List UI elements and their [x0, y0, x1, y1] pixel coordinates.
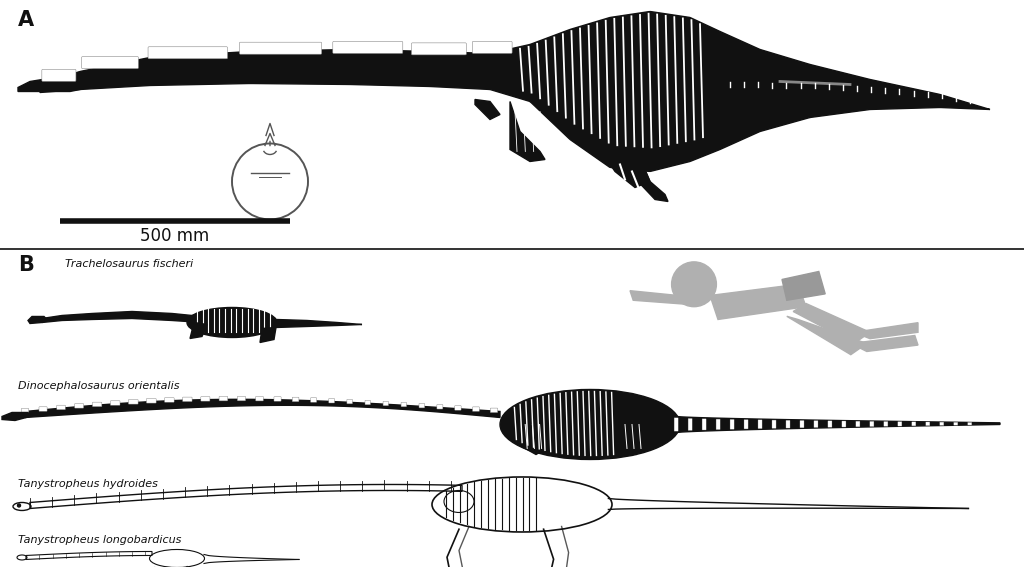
Text: Tanystropheus longobardicus: Tanystropheus longobardicus [18, 535, 181, 545]
FancyBboxPatch shape [274, 397, 282, 401]
Ellipse shape [187, 307, 278, 337]
FancyBboxPatch shape [56, 405, 66, 410]
FancyBboxPatch shape [968, 422, 972, 425]
FancyBboxPatch shape [22, 408, 29, 413]
Polygon shape [600, 150, 650, 188]
FancyBboxPatch shape [814, 421, 818, 428]
FancyBboxPatch shape [842, 421, 846, 427]
FancyBboxPatch shape [310, 398, 316, 402]
FancyBboxPatch shape [716, 419, 720, 430]
Ellipse shape [500, 390, 680, 459]
Polygon shape [618, 422, 646, 455]
Polygon shape [677, 417, 1000, 433]
Polygon shape [786, 316, 866, 355]
Polygon shape [630, 291, 697, 305]
FancyBboxPatch shape [128, 400, 138, 404]
FancyBboxPatch shape [92, 402, 101, 407]
FancyBboxPatch shape [165, 397, 174, 402]
Polygon shape [42, 311, 202, 323]
Polygon shape [514, 422, 551, 455]
FancyBboxPatch shape [347, 399, 352, 404]
Polygon shape [260, 328, 276, 342]
FancyBboxPatch shape [256, 396, 263, 401]
FancyBboxPatch shape [472, 407, 479, 412]
FancyBboxPatch shape [490, 408, 498, 413]
FancyBboxPatch shape [744, 420, 749, 429]
Circle shape [17, 504, 20, 507]
FancyBboxPatch shape [674, 418, 678, 431]
FancyBboxPatch shape [827, 421, 831, 428]
Text: Tanystropheus hydroides: Tanystropheus hydroides [18, 480, 158, 489]
FancyBboxPatch shape [898, 422, 902, 426]
FancyBboxPatch shape [148, 46, 227, 59]
Polygon shape [40, 11, 990, 171]
FancyBboxPatch shape [201, 397, 210, 401]
FancyBboxPatch shape [219, 396, 227, 401]
Polygon shape [276, 319, 362, 328]
FancyBboxPatch shape [472, 41, 512, 53]
FancyBboxPatch shape [383, 401, 388, 406]
FancyBboxPatch shape [856, 421, 860, 427]
FancyBboxPatch shape [365, 400, 371, 405]
FancyBboxPatch shape [702, 419, 707, 430]
FancyBboxPatch shape [926, 422, 930, 426]
FancyBboxPatch shape [730, 420, 734, 429]
FancyBboxPatch shape [911, 422, 915, 426]
Polygon shape [18, 78, 80, 91]
FancyBboxPatch shape [419, 403, 425, 408]
Text: Dinocephalosaurus orientalis: Dinocephalosaurus orientalis [18, 382, 179, 391]
FancyBboxPatch shape [240, 42, 322, 54]
FancyBboxPatch shape [884, 421, 888, 426]
Polygon shape [794, 303, 870, 344]
Polygon shape [475, 99, 500, 120]
Polygon shape [710, 284, 806, 319]
FancyBboxPatch shape [940, 422, 944, 425]
Polygon shape [2, 412, 30, 421]
FancyBboxPatch shape [82, 57, 138, 69]
Polygon shape [854, 323, 918, 338]
FancyBboxPatch shape [333, 41, 402, 53]
FancyBboxPatch shape [800, 421, 804, 428]
Polygon shape [638, 159, 668, 201]
Polygon shape [851, 336, 918, 352]
FancyBboxPatch shape [953, 422, 957, 425]
FancyBboxPatch shape [75, 404, 84, 408]
Text: Trachelosaurus fischeri: Trachelosaurus fischeri [65, 260, 194, 269]
FancyBboxPatch shape [238, 396, 246, 401]
FancyBboxPatch shape [758, 420, 762, 429]
FancyBboxPatch shape [146, 399, 157, 403]
FancyBboxPatch shape [412, 43, 466, 55]
FancyBboxPatch shape [772, 420, 776, 428]
FancyBboxPatch shape [401, 403, 407, 407]
Polygon shape [782, 272, 825, 301]
FancyBboxPatch shape [292, 397, 299, 401]
FancyBboxPatch shape [869, 421, 873, 426]
FancyBboxPatch shape [111, 401, 120, 405]
Text: B: B [18, 256, 34, 276]
FancyBboxPatch shape [455, 406, 461, 410]
Text: 500 mm: 500 mm [140, 227, 210, 246]
Polygon shape [28, 316, 47, 324]
FancyBboxPatch shape [39, 407, 47, 411]
FancyBboxPatch shape [688, 418, 692, 430]
Polygon shape [25, 399, 500, 417]
FancyBboxPatch shape [42, 69, 76, 81]
Circle shape [672, 262, 717, 307]
FancyBboxPatch shape [786, 420, 791, 428]
FancyBboxPatch shape [437, 404, 443, 409]
Text: A: A [18, 10, 34, 30]
FancyBboxPatch shape [329, 399, 335, 403]
Polygon shape [190, 323, 207, 338]
FancyBboxPatch shape [182, 397, 193, 401]
Polygon shape [510, 101, 545, 162]
